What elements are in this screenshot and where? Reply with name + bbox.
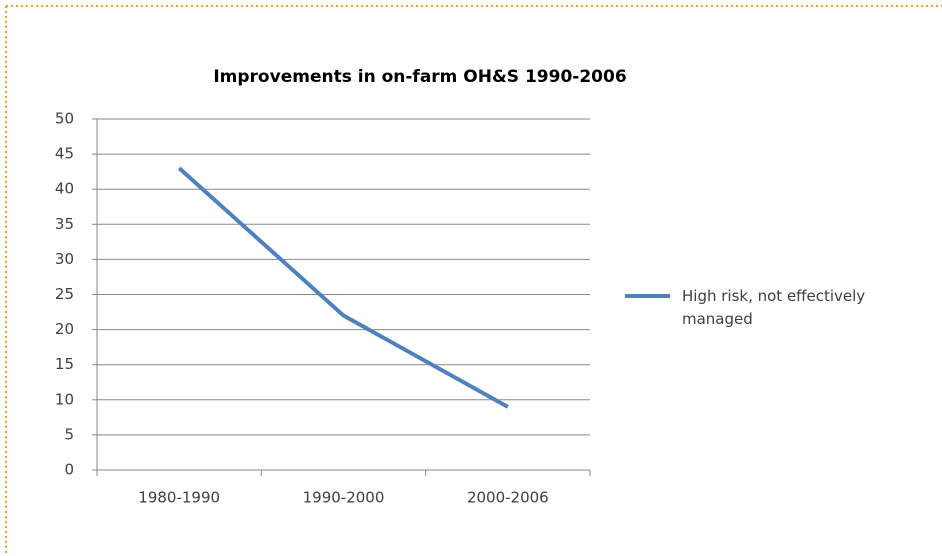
- y-tick-label: 20: [55, 320, 74, 338]
- y-tick-label: 0: [64, 461, 74, 479]
- x-tick-label: 1980-1990: [138, 489, 220, 507]
- series-line: [177, 166, 509, 409]
- y-tick-label: 50: [55, 110, 74, 128]
- y-tick-label: 25: [55, 285, 74, 303]
- x-tick-label: 1990-2000: [303, 489, 385, 507]
- y-tick-label: 30: [55, 250, 74, 268]
- legend-label: High risk, not effectively managed: [682, 287, 866, 328]
- y-tick-label: 40: [55, 180, 74, 198]
- x-tick-label: 2000-2006: [467, 489, 549, 507]
- y-tick-label: 5: [64, 425, 74, 443]
- y-tick-label: 15: [55, 355, 74, 373]
- y-tick-label: 10: [55, 390, 74, 408]
- chart-title: Improvements in on-farm OH&S 1990-2006: [213, 67, 626, 87]
- y-tick-label: 45: [55, 145, 74, 163]
- y-tick-label: 35: [55, 215, 74, 233]
